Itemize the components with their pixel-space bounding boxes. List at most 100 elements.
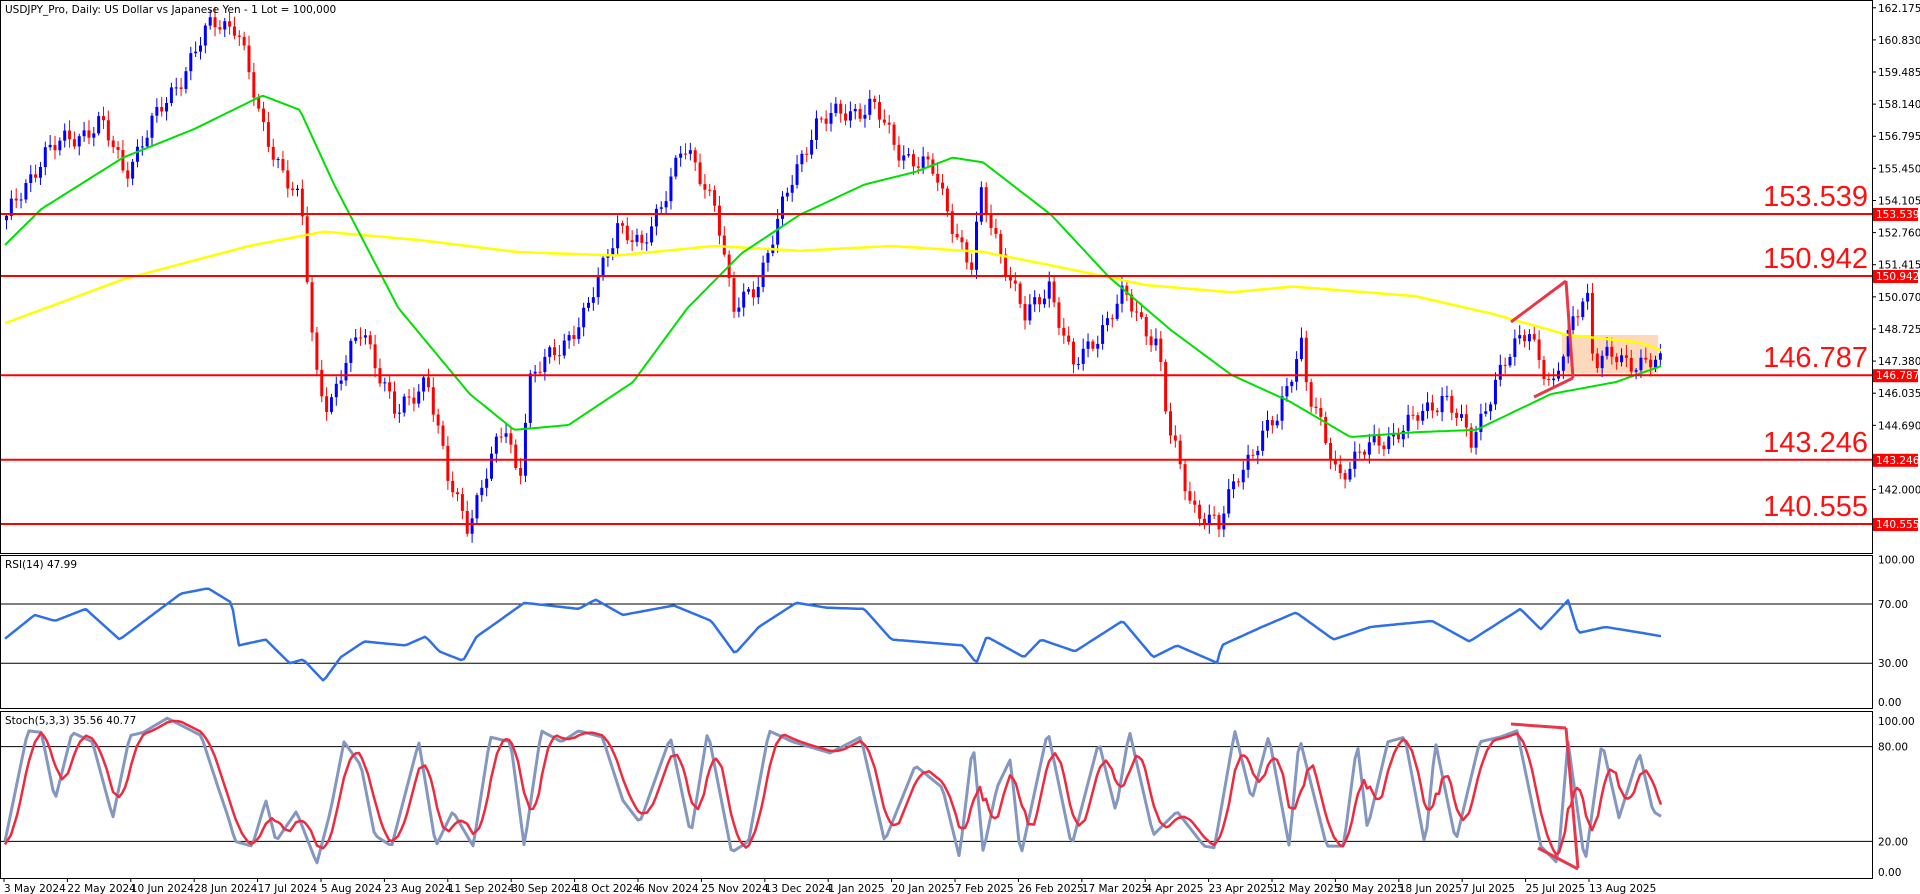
- candle[interactable]: [936, 163, 940, 192]
- candle[interactable]: [620, 220, 624, 234]
- candle[interactable]: [1067, 326, 1071, 345]
- candle[interactable]: [1169, 402, 1172, 444]
- candle[interactable]: [1042, 289, 1046, 308]
- candle[interactable]: [339, 370, 343, 391]
- candle[interactable]: [1503, 357, 1507, 374]
- candle[interactable]: [635, 228, 639, 247]
- candle[interactable]: [858, 103, 862, 122]
- trendline-spike[interactable]: [1564, 280, 1575, 379]
- candle[interactable]: [92, 127, 96, 147]
- candle[interactable]: [1474, 425, 1478, 455]
- candle[interactable]: [979, 181, 983, 225]
- candle[interactable]: [271, 138, 275, 167]
- candle[interactable]: [1460, 404, 1463, 422]
- candle[interactable]: [994, 218, 998, 239]
- candle[interactable]: [562, 333, 566, 359]
- candle[interactable]: [1634, 367, 1638, 380]
- candle[interactable]: [470, 509, 474, 543]
- candle[interactable]: [785, 187, 789, 202]
- candle[interactable]: [150, 112, 154, 147]
- candle[interactable]: [1183, 459, 1187, 501]
- candle[interactable]: [965, 239, 969, 270]
- candle[interactable]: [810, 129, 814, 159]
- candle[interactable]: [732, 271, 736, 319]
- candle[interactable]: [523, 413, 527, 483]
- candle[interactable]: [1202, 512, 1206, 530]
- candle[interactable]: [29, 165, 33, 193]
- candle[interactable]: [1348, 461, 1352, 483]
- candle[interactable]: [761, 255, 765, 293]
- candle[interactable]: [1159, 330, 1163, 371]
- candle[interactable]: [722, 226, 726, 257]
- candle[interactable]: [659, 201, 663, 214]
- candle[interactable]: [1266, 410, 1269, 438]
- candle[interactable]: [776, 208, 780, 253]
- candle[interactable]: [38, 161, 42, 185]
- candle[interactable]: [1198, 500, 1202, 527]
- candle[interactable]: [1508, 353, 1512, 368]
- candle[interactable]: [1319, 398, 1323, 426]
- candle[interactable]: [926, 151, 930, 169]
- candle[interactable]: [664, 191, 668, 215]
- candle[interactable]: [19, 192, 23, 209]
- candle[interactable]: [1600, 350, 1604, 378]
- candle[interactable]: [1280, 386, 1284, 430]
- candle[interactable]: [1615, 353, 1619, 370]
- horizontal-level[interactable]: 146.787 146.787: [0, 342, 1919, 383]
- candle[interactable]: [1401, 425, 1405, 448]
- candle[interactable]: [1396, 427, 1400, 443]
- candle[interactable]: [1018, 281, 1022, 309]
- candle[interactable]: [514, 439, 518, 470]
- candle[interactable]: [1149, 329, 1153, 352]
- candle[interactable]: [1557, 362, 1560, 382]
- candle[interactable]: [189, 46, 193, 81]
- candle[interactable]: [1105, 311, 1109, 332]
- candle[interactable]: [451, 471, 455, 498]
- candle[interactable]: [24, 179, 28, 204]
- candle[interactable]: [135, 139, 139, 168]
- candle[interactable]: [1610, 337, 1614, 365]
- candle[interactable]: [169, 82, 173, 107]
- candle[interactable]: [1256, 445, 1260, 465]
- candle[interactable]: [300, 179, 304, 226]
- candle[interactable]: [591, 287, 595, 311]
- candle[interactable]: [247, 35, 251, 80]
- candle[interactable]: [228, 12, 232, 35]
- candle[interactable]: [819, 116, 823, 123]
- candle[interactable]: [1304, 330, 1308, 391]
- candle[interactable]: [480, 479, 484, 502]
- candle[interactable]: [897, 136, 901, 167]
- candle[interactable]: [790, 175, 794, 202]
- candle[interactable]: [53, 135, 57, 160]
- candle[interactable]: [945, 185, 949, 217]
- candle[interactable]: [950, 203, 954, 243]
- candle[interactable]: [616, 215, 620, 256]
- candle[interactable]: [1571, 306, 1575, 336]
- candle[interactable]: [296, 184, 299, 197]
- candle[interactable]: [1430, 394, 1434, 419]
- candle[interactable]: [984, 182, 988, 223]
- candle[interactable]: [1358, 443, 1362, 459]
- candle[interactable]: [329, 393, 333, 415]
- candle[interactable]: [87, 120, 91, 145]
- candle[interactable]: [688, 142, 692, 161]
- candle[interactable]: [1498, 354, 1502, 387]
- candle[interactable]: [1513, 329, 1517, 366]
- candle[interactable]: [1343, 469, 1347, 489]
- candle[interactable]: [538, 361, 542, 375]
- candle[interactable]: [645, 232, 649, 251]
- candle[interactable]: [1091, 339, 1095, 352]
- candle[interactable]: [781, 191, 784, 227]
- candle[interactable]: [363, 328, 367, 345]
- candle[interactable]: [567, 331, 571, 349]
- candle[interactable]: [1193, 491, 1197, 513]
- candle[interactable]: [747, 286, 751, 295]
- candle[interactable]: [1295, 351, 1299, 391]
- stoch-divergence-spike[interactable]: [1564, 727, 1580, 869]
- candle[interactable]: [1493, 372, 1497, 410]
- candle[interactable]: [1290, 379, 1294, 393]
- candle[interactable]: [1232, 474, 1236, 499]
- candle[interactable]: [494, 433, 498, 463]
- candle[interactable]: [485, 468, 489, 497]
